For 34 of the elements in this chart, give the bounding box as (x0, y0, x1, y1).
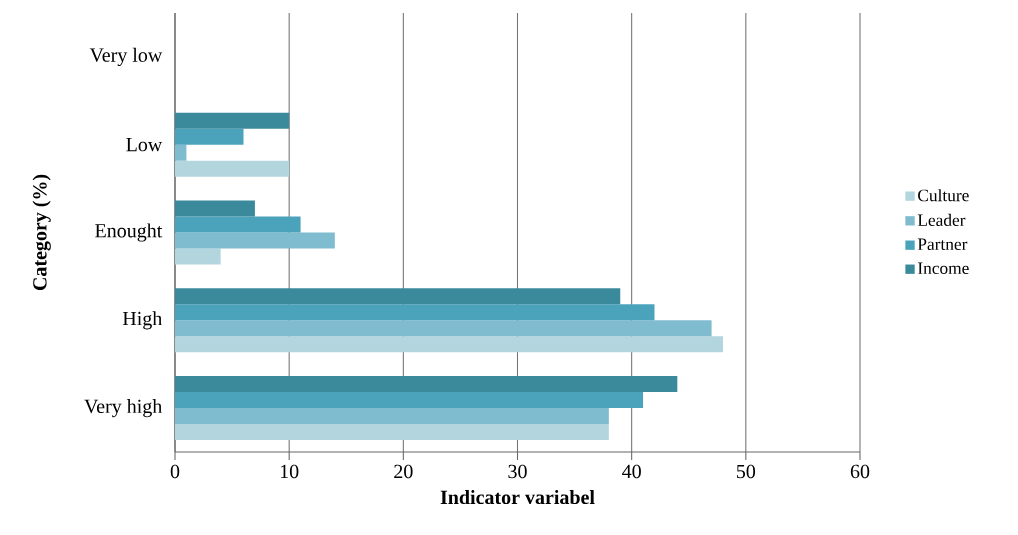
bar (175, 304, 655, 321)
bar (175, 424, 609, 441)
bar (175, 232, 335, 249)
y-tick-label: High (122, 311, 163, 330)
legend-label: Partner (917, 238, 968, 251)
bar (175, 112, 290, 129)
bar (175, 200, 255, 217)
bar (175, 392, 644, 409)
bar (175, 376, 678, 393)
x-tick-label: 0 (170, 464, 180, 479)
y-tick-label: Low (126, 138, 163, 152)
x-tick-label: 10 (280, 464, 299, 479)
bar (175, 408, 609, 425)
legend-label: Leader (917, 213, 966, 227)
y-tick-label: Enought (95, 223, 163, 242)
x-axis-title: Indicator variabel (440, 490, 595, 505)
bar (175, 216, 301, 233)
bar (175, 320, 712, 337)
x-tick-label: 20 (394, 464, 413, 479)
y-tick-label: Very high (84, 399, 163, 418)
bar (175, 160, 290, 177)
bar (175, 336, 723, 353)
y-axis-title: Category (%) (32, 174, 51, 291)
legend-label: Culture (918, 189, 969, 202)
bar (175, 248, 221, 265)
x-tick-label: 30 (508, 464, 527, 479)
bar (175, 128, 244, 145)
x-tick-label: 40 (622, 464, 641, 479)
y-tick-label: Very low (89, 47, 163, 66)
x-tick-label: 60 (850, 464, 870, 479)
bar (175, 144, 187, 161)
x-tick-label: 50 (737, 464, 756, 479)
bar (175, 288, 621, 305)
legend-label: Income (917, 262, 969, 275)
